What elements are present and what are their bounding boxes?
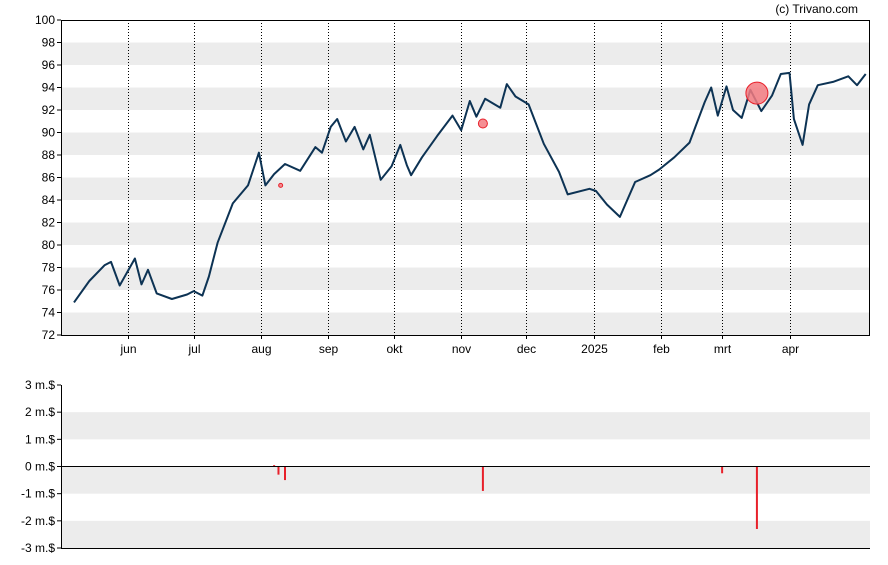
x-tick-label: apr bbox=[782, 342, 799, 356]
volume-tick-label: 2 m.$ bbox=[25, 405, 55, 419]
volume-tick-label: -3 m.$ bbox=[21, 541, 55, 555]
y-tick-label: 94 bbox=[42, 81, 56, 95]
y-tick-label: 76 bbox=[42, 283, 56, 297]
price-line bbox=[73, 71, 867, 303]
volume-tick-label: 3 m.$ bbox=[25, 378, 55, 392]
x-tick-label: okt bbox=[386, 342, 403, 356]
volume-grid-bands bbox=[61, 412, 870, 548]
y-tick-label: 86 bbox=[42, 171, 56, 185]
volume-tick-label: 1 m.$ bbox=[25, 432, 55, 446]
y-tick-label: 72 bbox=[42, 328, 56, 342]
y-tick-label: 96 bbox=[42, 58, 56, 72]
x-tick-label: aug bbox=[251, 342, 271, 356]
volume-bar bbox=[755, 466, 758, 529]
x-tick-label: nov bbox=[452, 342, 471, 356]
price-band bbox=[61, 222, 870, 245]
volume-y-axis: 3 m.$ 2 m.$ 1 m.$ 0 m.$ -1 m.$ -2 m.$ -3 m.$ bbox=[21, 378, 61, 555]
volume-tick-label: 0 m.$ bbox=[25, 460, 55, 474]
x-tick-label: sep bbox=[319, 342, 339, 356]
price-band bbox=[61, 177, 870, 200]
x-tick-label: jun bbox=[119, 342, 136, 356]
price-band bbox=[61, 312, 870, 335]
x-tick-label: 2025 bbox=[581, 342, 608, 356]
y-tick-label: 84 bbox=[42, 193, 56, 207]
price-grid-bands bbox=[61, 42, 870, 335]
volume-bars bbox=[273, 465, 758, 529]
event-marker bbox=[278, 182, 284, 188]
volume-bar bbox=[721, 466, 724, 474]
volume-tick-label: -2 m.$ bbox=[21, 514, 55, 528]
volume-bar bbox=[273, 465, 276, 467]
x-tick-label: feb bbox=[653, 342, 670, 356]
y-tick-label: 80 bbox=[42, 238, 56, 252]
price-y-axis: 100 98 96 94 92 90 88 86 84 82 80 78 76 74 72 bbox=[35, 13, 61, 342]
volume-bar bbox=[277, 466, 280, 475]
x-tick-label: mrt bbox=[714, 342, 732, 356]
y-tick-label: 74 bbox=[42, 306, 56, 320]
price-band bbox=[61, 42, 870, 65]
y-tick-label: 100 bbox=[35, 13, 55, 27]
plot-frames bbox=[61, 20, 870, 549]
copyright-label: (c) Trivano.com bbox=[775, 2, 858, 16]
y-tick-label: 82 bbox=[42, 216, 56, 230]
event-marker bbox=[477, 118, 488, 129]
event-marker bbox=[745, 81, 769, 105]
price-band bbox=[61, 267, 870, 290]
volume-band bbox=[61, 412, 870, 440]
x-axis: jun jul aug sep okt nov dec 2025 feb mrt apr bbox=[119, 335, 799, 356]
price-band bbox=[61, 132, 870, 155]
y-tick-label: 88 bbox=[42, 148, 56, 162]
price-plot-frame bbox=[61, 20, 870, 336]
volume-band bbox=[61, 520, 870, 548]
volume-bar bbox=[481, 466, 484, 491]
x-tick-label: jul bbox=[187, 342, 200, 356]
y-tick-label: 98 bbox=[42, 36, 56, 50]
volume-tick-label: -1 m.$ bbox=[21, 487, 55, 501]
y-tick-label: 92 bbox=[42, 103, 56, 117]
price-series bbox=[73, 71, 867, 303]
y-tick-label: 78 bbox=[42, 261, 56, 275]
volume-band bbox=[61, 466, 870, 494]
event-markers bbox=[278, 81, 769, 188]
x-tick-label: dec bbox=[517, 342, 536, 356]
volume-bar bbox=[283, 466, 286, 481]
y-tick-label: 90 bbox=[42, 126, 56, 140]
price-band bbox=[61, 87, 870, 110]
